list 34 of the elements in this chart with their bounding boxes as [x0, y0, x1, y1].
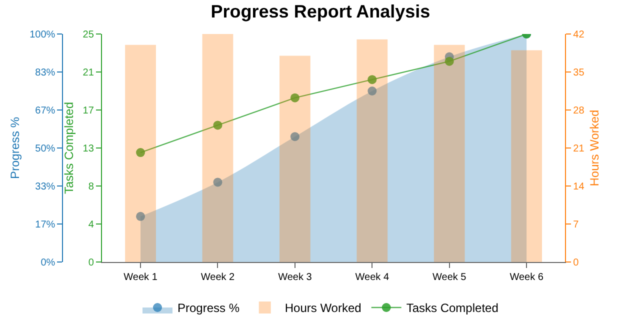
- y-tick-label: 100%: [30, 30, 56, 40]
- x-tick-label: Week 5: [432, 272, 467, 283]
- y2-tick-label: 17: [82, 105, 94, 116]
- y3-tick-label: 42: [573, 30, 585, 40]
- chart-title: Progress Report Analysis: [210, 1, 430, 22]
- y3-tick-label: 0: [573, 258, 580, 268]
- y2-tick-label: 0: [88, 258, 94, 268]
- y2-tick-label: 25: [82, 30, 94, 40]
- x-tick-label: Week 4: [355, 272, 390, 283]
- legend-label: Hours Worked: [284, 301, 362, 316]
- legend-label: Progress %: [178, 301, 240, 316]
- y-axis-title: Progress %: [8, 116, 22, 180]
- y-tick-label: 17%: [35, 219, 56, 230]
- y2-tick-label: 21: [82, 68, 94, 79]
- legend-label: Tasks Completed: [406, 301, 498, 316]
- x-tick-label: Week 1: [124, 272, 158, 283]
- y3-tick-label: 7: [573, 220, 580, 230]
- y2-tick-label: 8: [88, 182, 94, 193]
- x-tick-label: Week 6: [510, 272, 544, 283]
- x-tick-label: Week 2: [200, 272, 236, 283]
- y-tick-label: 33%: [35, 182, 56, 193]
- y3-tick-label: 14: [573, 182, 585, 192]
- y3-tick-label: 21: [573, 144, 585, 154]
- y-tick-label: 0%: [40, 258, 56, 268]
- y-tick-label: 50%: [35, 144, 56, 154]
- y-tick-label: 67%: [35, 105, 56, 116]
- y3-axis-title: Hours Worked: [588, 110, 602, 186]
- y3-tick-label: 35: [573, 68, 585, 78]
- y3-tick-label: 28: [573, 106, 585, 116]
- y2-axis-title: Tasks Completed: [62, 102, 76, 194]
- y2-tick-label: 13: [82, 144, 94, 154]
- y-tick-label: 83%: [35, 68, 56, 79]
- x-tick-label: Week 3: [278, 272, 312, 283]
- y2-tick-label: 4: [88, 219, 94, 230]
